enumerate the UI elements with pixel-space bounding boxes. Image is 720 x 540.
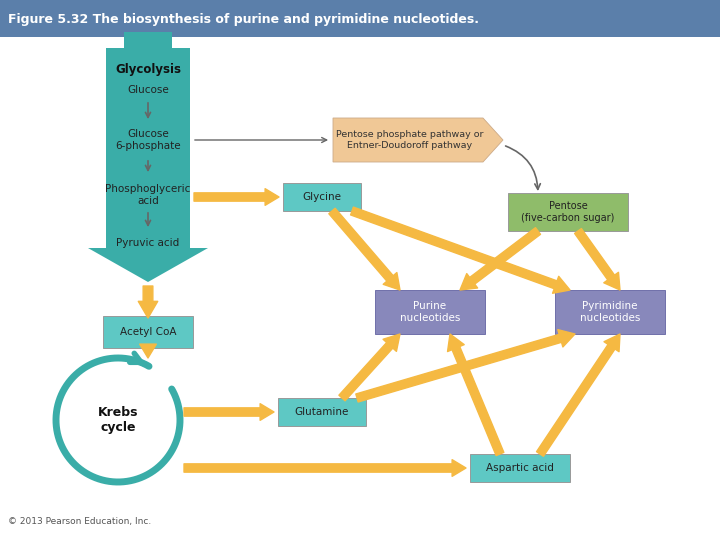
FancyBboxPatch shape [103,316,193,348]
Text: Pentose
(five-carbon sugar): Pentose (five-carbon sugar) [521,201,615,223]
Polygon shape [333,118,503,162]
FancyBboxPatch shape [283,183,361,211]
Text: © 2013 Pearson Education, Inc.: © 2013 Pearson Education, Inc. [8,517,151,526]
Text: Figure 5.32 The biosynthesis of purine and pyrimidine nucleotides.: Figure 5.32 The biosynthesis of purine a… [8,12,479,25]
Text: Glucose
6-phosphate: Glucose 6-phosphate [115,129,181,151]
Text: Glycolysis: Glycolysis [115,64,181,77]
Text: Pentose phosphate pathway or
Entner-Doudoroff pathway: Pentose phosphate pathway or Entner-Doud… [336,130,484,150]
Text: Pyrimidine
nucleotides: Pyrimidine nucleotides [580,301,640,323]
Text: Glutamine: Glutamine [294,407,349,417]
FancyBboxPatch shape [470,454,570,482]
FancyBboxPatch shape [375,290,485,334]
FancyBboxPatch shape [508,193,628,231]
Text: Glucose: Glucose [127,85,169,95]
Polygon shape [88,248,208,282]
Text: Krebs
cycle: Krebs cycle [98,406,138,434]
FancyBboxPatch shape [278,398,366,426]
Text: Acetyl CoA: Acetyl CoA [120,327,176,337]
FancyBboxPatch shape [0,0,720,37]
Text: Aspartic acid: Aspartic acid [486,463,554,473]
Polygon shape [106,48,190,248]
Polygon shape [124,32,172,48]
Text: Purine
nucleotides: Purine nucleotides [400,301,460,323]
FancyBboxPatch shape [555,290,665,334]
Text: Phosphoglyceric
acid: Phosphoglyceric acid [105,184,191,206]
Text: Glycine: Glycine [302,192,341,202]
Text: Pyruvic acid: Pyruvic acid [117,238,179,248]
